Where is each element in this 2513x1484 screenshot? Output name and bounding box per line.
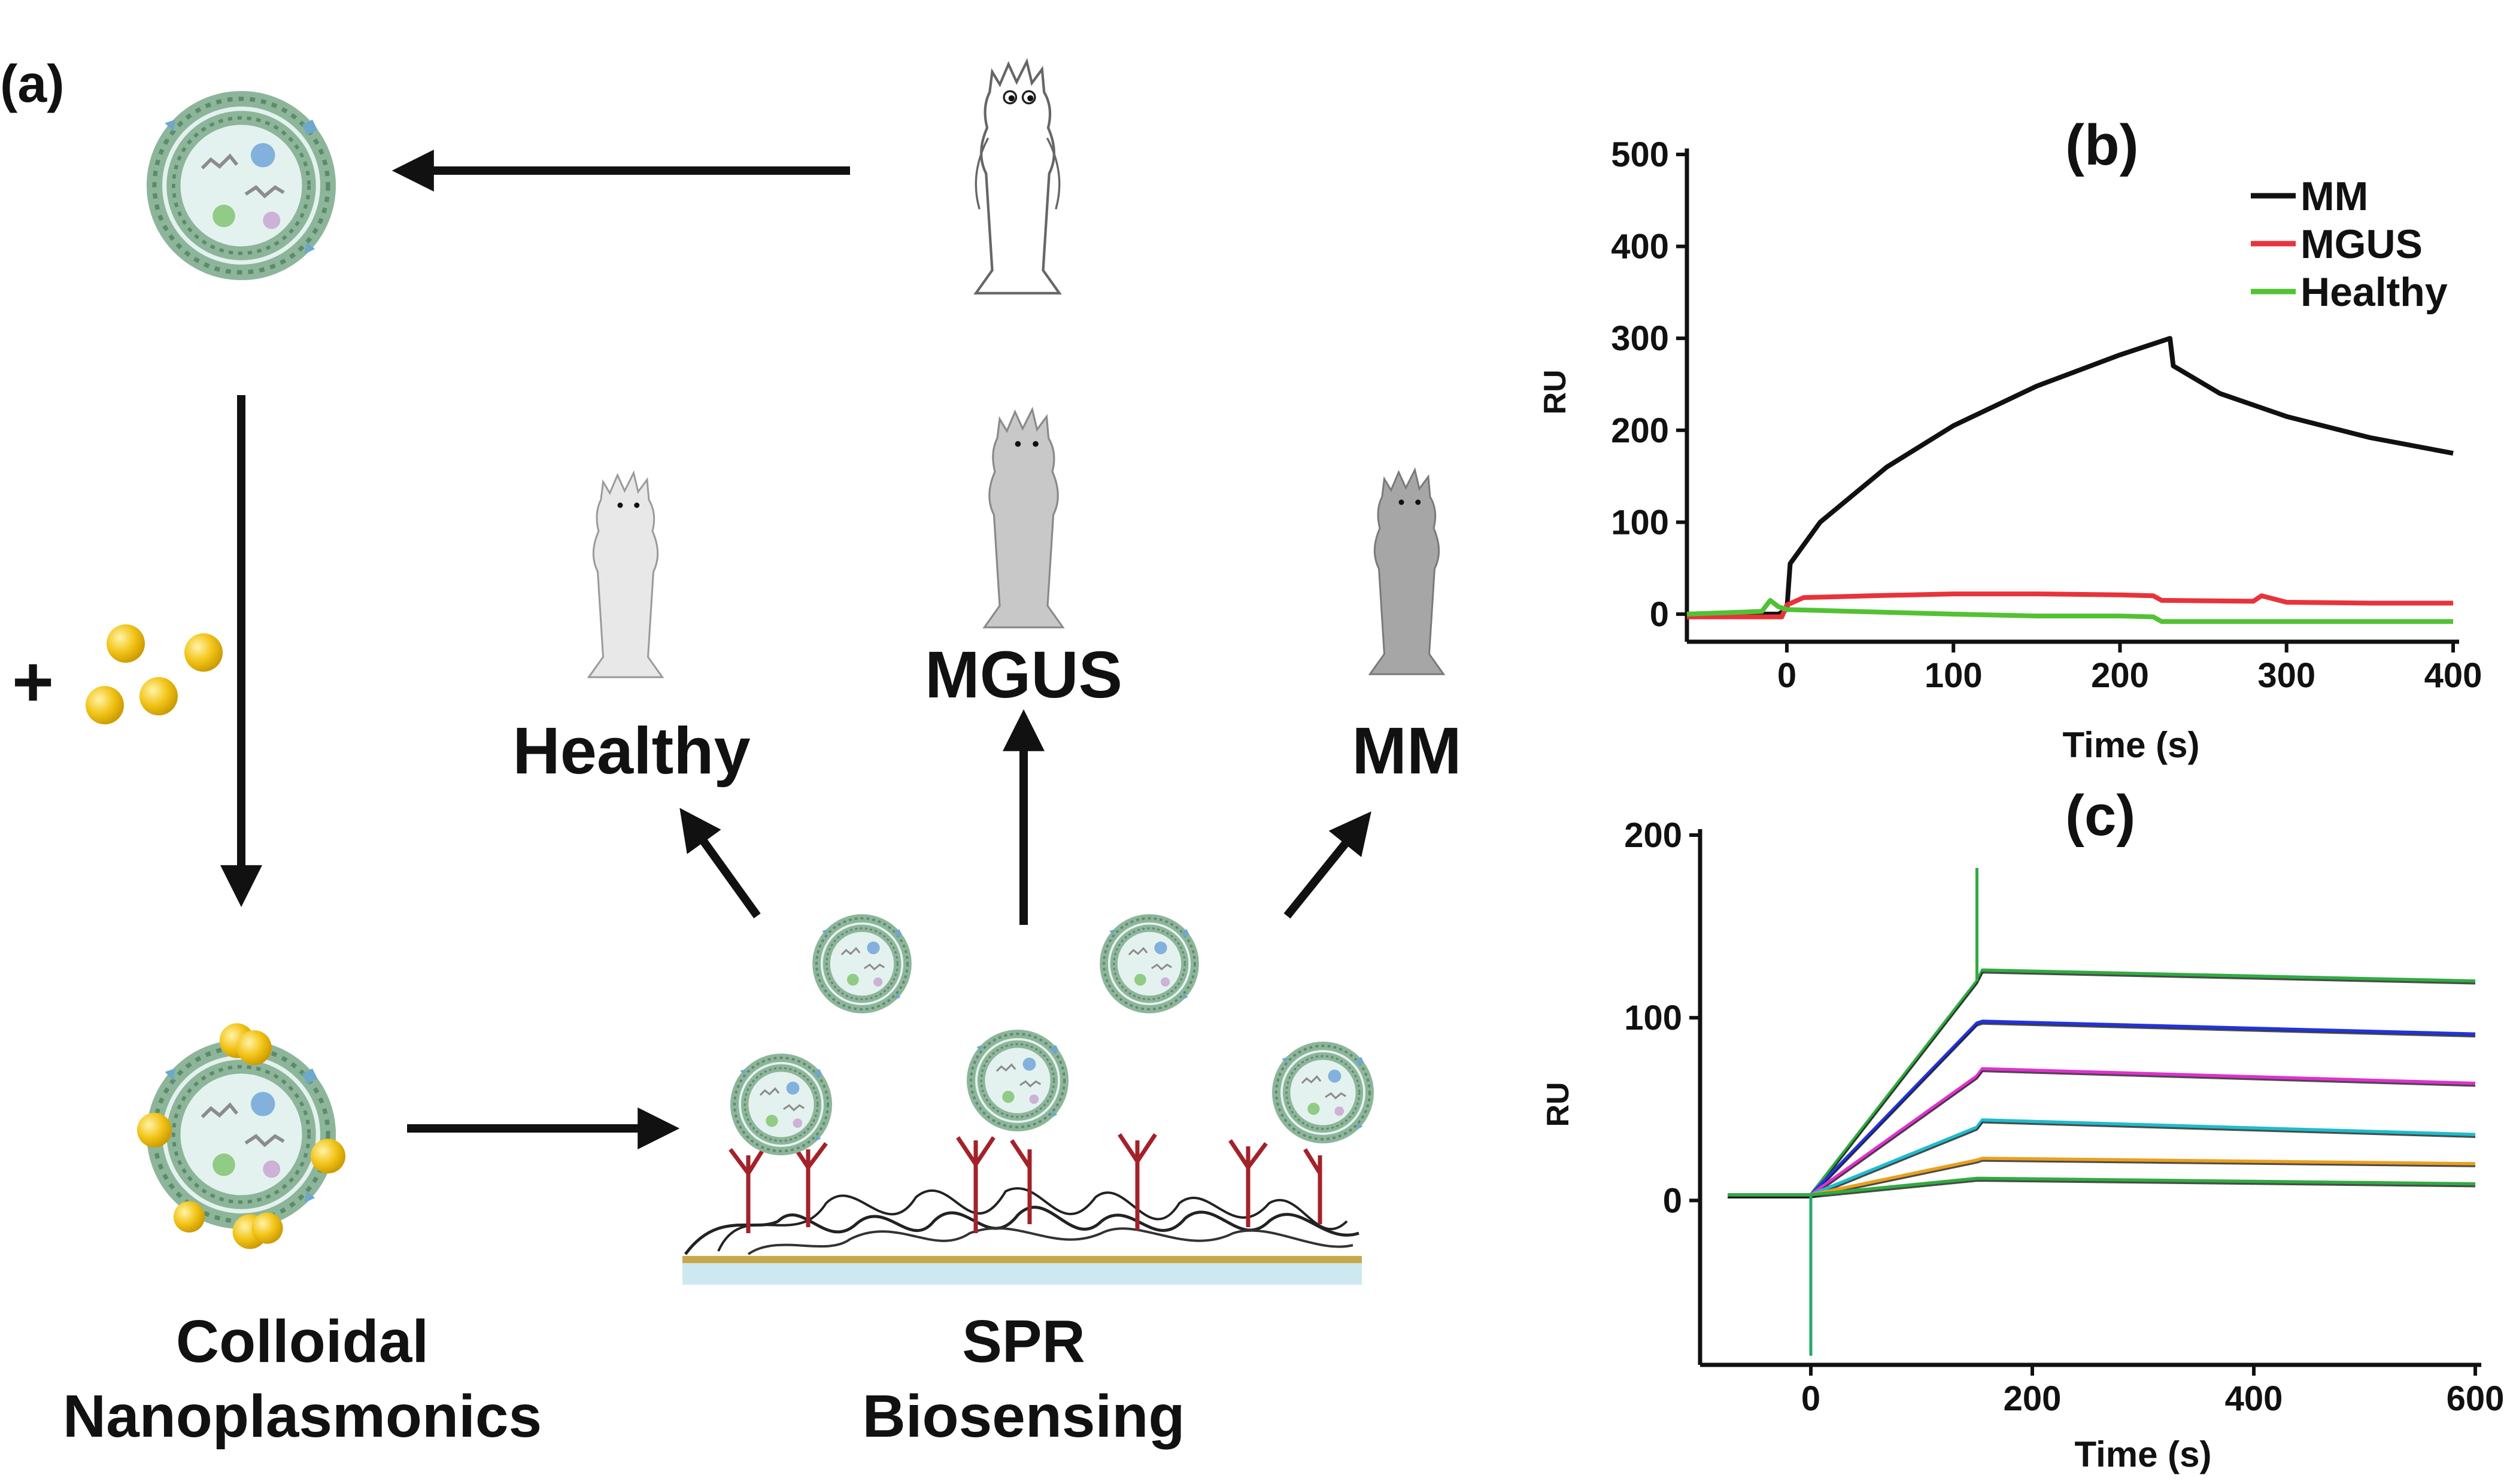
caption-biosensing: Biosensing xyxy=(863,1383,1185,1450)
label-mm: MM xyxy=(1352,714,1461,788)
chart-b-series-mm xyxy=(1687,336,2454,617)
caption-colloidal: Colloidal xyxy=(176,1308,429,1375)
chart-c-ytick-label: 0 xyxy=(1663,1181,1682,1220)
chart-b-series-mgus xyxy=(1687,591,2453,620)
chart-c-series-curve-6 xyxy=(1728,1176,2476,1197)
patient-figure-healthy xyxy=(588,472,663,678)
chart-c-xtick-label: 0 xyxy=(1801,1379,1820,1418)
chart-c-title: (c) xyxy=(2065,784,2135,848)
chart-b-title: (b) xyxy=(2065,113,2139,177)
caption-spr: SPR xyxy=(962,1308,1085,1375)
chart-b-ytick-label: 300 xyxy=(1611,319,1669,358)
chart-b-xtick-label: 300 xyxy=(2257,656,2315,695)
chart-b-xtick-label: 400 xyxy=(2424,656,2482,695)
patient-figure-mm xyxy=(1369,469,1444,675)
chart-b-ytick-label: 400 xyxy=(1611,227,1669,266)
chart-b-xtick-label: 0 xyxy=(1777,656,1796,695)
chart-b-ylabel: RU xyxy=(1538,369,1573,414)
chart-c-xtick-label: 200 xyxy=(2004,1379,2062,1418)
chart-c-fit-curve-6 xyxy=(1728,1180,2476,1198)
patient-figure-source xyxy=(976,62,1059,293)
chart-b-xtick-label: 200 xyxy=(2091,656,2149,695)
chart-b-ytick-label: 200 xyxy=(1611,411,1669,450)
legend-label-mgus: MGUS xyxy=(2300,221,2423,267)
exosome-gold-conjugate xyxy=(137,1023,345,1249)
spr-sensor-surface xyxy=(682,918,1370,1285)
arrow-to-mm xyxy=(1283,811,1371,919)
legend-label-healthy: Healthy xyxy=(2300,269,2448,315)
chart-c: (c) RU Time (s) 0 100 200 0 200 400 600 xyxy=(1541,784,2504,1474)
chart-b-series-healthy xyxy=(1686,597,2453,624)
chart-c-xlabel: Time (s) xyxy=(2075,1434,2212,1474)
plus-sign: + xyxy=(12,642,54,722)
arrow-to-healthy xyxy=(679,808,761,919)
caption-nanoplasmonics: Nanoplasmonics xyxy=(63,1383,542,1450)
label-healthy: Healthy xyxy=(512,714,750,788)
exosome-vesicle xyxy=(154,99,328,272)
chart-c-ytick-label: 200 xyxy=(1624,816,1682,855)
legend-label-mm: MM xyxy=(2300,174,2368,219)
chart-b-xtick-label: 100 xyxy=(1925,656,1983,695)
panel-a-label: (a) xyxy=(0,54,65,113)
chart-c-xtick-label: 600 xyxy=(2447,1379,2505,1418)
chart-c-ylabel: RU xyxy=(1541,1082,1576,1127)
panel-a: (a) + xyxy=(0,54,1462,1450)
chart-b-ytick-label: 0 xyxy=(1650,595,1669,634)
gold-nanoparticles xyxy=(86,624,223,724)
chart-b-ytick-label: 100 xyxy=(1611,503,1669,542)
chart-b-xlabel: Time (s) xyxy=(2063,725,2200,765)
chart-c-ytick-label: 100 xyxy=(1624,999,1682,1037)
chart-c-series-curve-2 xyxy=(1728,1019,2476,1197)
chart-c-fit-curve-2 xyxy=(1728,1022,2476,1198)
chart-c-xtick-label: 400 xyxy=(2225,1379,2283,1418)
chart-b-ytick-label: 500 xyxy=(1611,135,1669,174)
label-mgus: MGUS xyxy=(925,638,1122,712)
patient-figure-mgus xyxy=(983,408,1064,629)
